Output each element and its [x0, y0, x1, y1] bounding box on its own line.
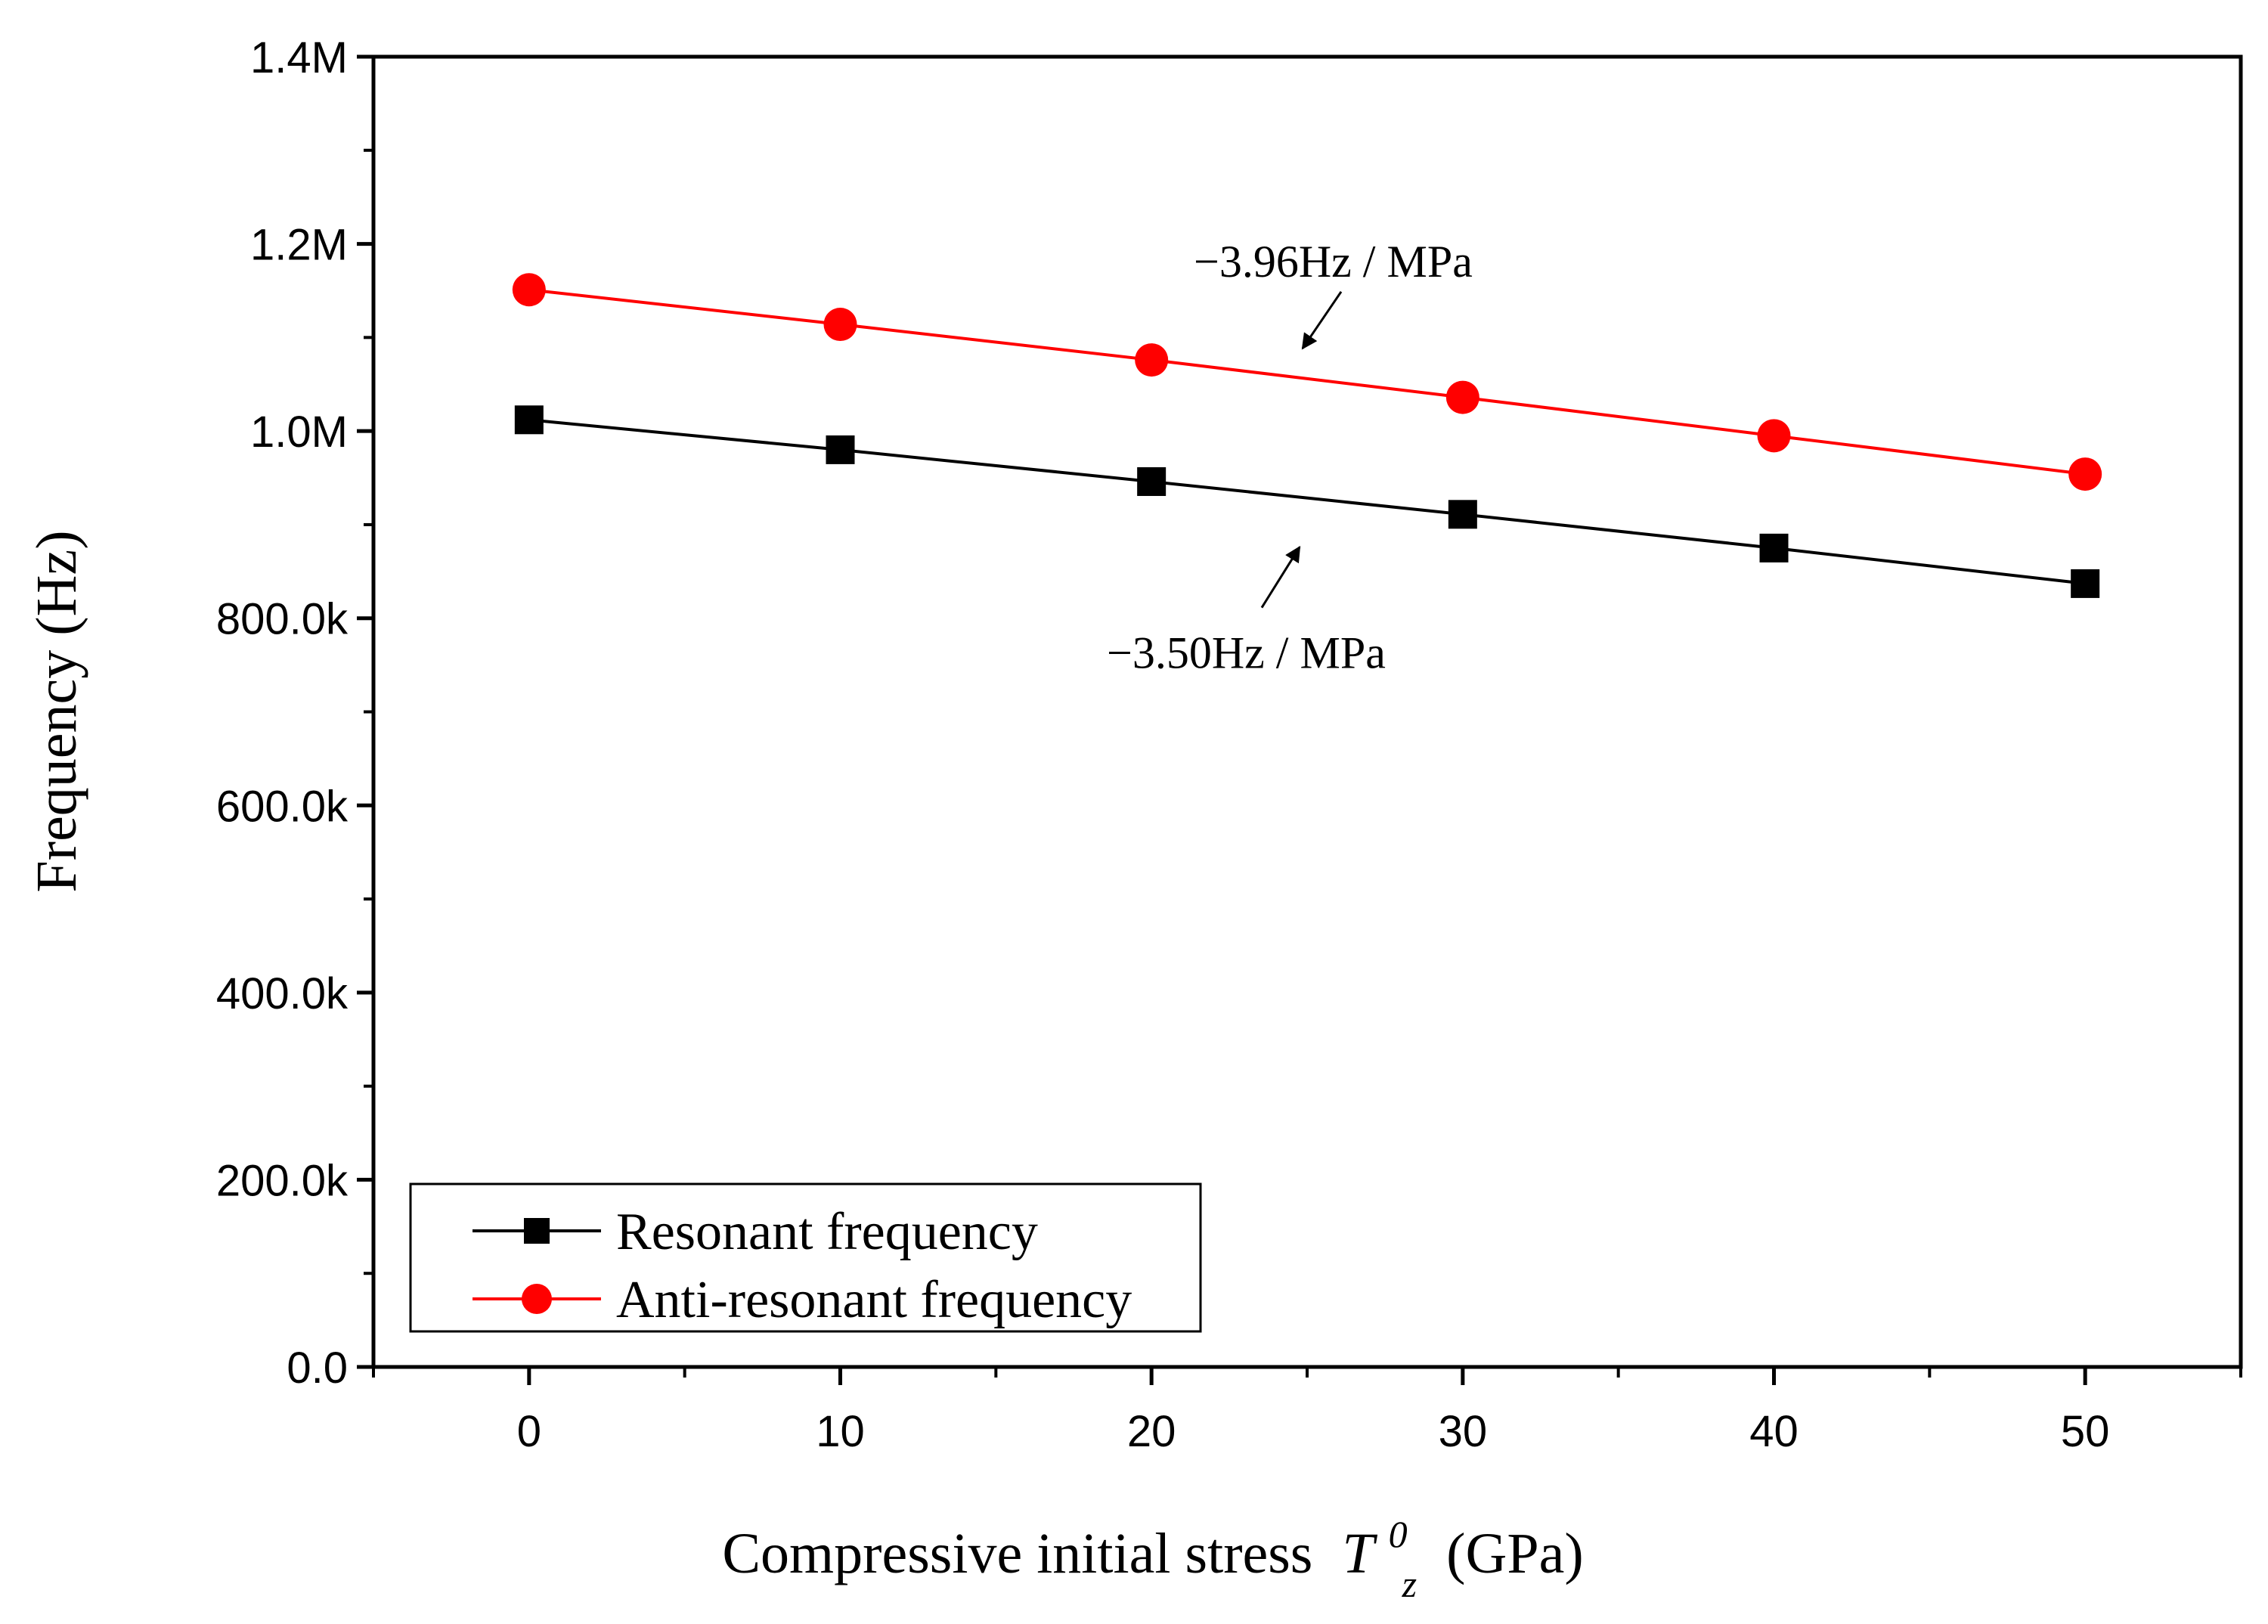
y-tick-label: 400.0k	[216, 969, 349, 1018]
annotation-layer: −3.96Hz / MPa −3.50Hz / MPa	[1107, 237, 1473, 678]
x-axis-title-main: Compressive initial stress	[722, 1522, 1312, 1585]
data-point-resonant	[1759, 533, 1789, 563]
legend-label-anti-resonant: Anti-resonant frequency	[616, 1271, 1132, 1329]
data-point-resonant	[2071, 569, 2100, 598]
x-tick-label: 10	[816, 1407, 865, 1456]
annotation-arrow-anti-resonant	[1301, 290, 1343, 350]
data-point-resonant	[1448, 500, 1477, 529]
x-tick-label: 30	[1439, 1407, 1488, 1456]
series-line-1	[528, 288, 2086, 476]
y-tick-label: 200.0k	[216, 1156, 349, 1205]
x-axis-title-unit: (GPa)	[1446, 1522, 1584, 1585]
x-tick-label: 0	[517, 1407, 541, 1456]
data-point-anti-resonant	[1135, 343, 1169, 377]
y-tick-label: 0.0	[287, 1344, 348, 1393]
data-point-anti-resonant	[1445, 380, 1479, 414]
y-tick-label: 600.0k	[216, 782, 349, 831]
data-point-anti-resonant	[2068, 457, 2102, 491]
x-axis-title-superscript: 0	[1389, 1513, 1408, 1555]
legend-marker-resonant	[524, 1218, 550, 1244]
axes-layer: 0.0 200.0k 400.0k 600.0k 800.0k 1.0M 1.2M 1.4M 0…	[216, 33, 2242, 1456]
y-tick-label: 800.0k	[216, 595, 349, 644]
y-tick-label: 1.0M	[250, 408, 348, 457]
y-axis-title: Frequency (Hz)	[25, 530, 88, 892]
data-point-resonant	[1137, 466, 1167, 496]
y-tick-label: 1.2M	[250, 221, 348, 270]
x-axis-title: Compressive initial stress T 0 z (GPa)	[722, 1496, 1583, 1610]
y-tick-label: 1.4M	[250, 33, 348, 82]
data-point-resonant	[826, 435, 855, 464]
series-layer	[512, 273, 2102, 598]
annotation-arrow-resonant	[1260, 545, 1301, 609]
x-axis-title-symbol: T	[1342, 1522, 1377, 1585]
annotation-label-resonant: −3.50Hz / MPa	[1107, 628, 1386, 678]
legend: Resonant frequency Anti-resonant frequen…	[409, 1182, 1202, 1333]
x-axis-title-subscript: z	[1402, 1563, 1417, 1605]
x-tick-label: 20	[1127, 1407, 1176, 1456]
legend-marker-anti-resonant	[522, 1284, 552, 1314]
data-point-anti-resonant	[823, 308, 857, 342]
x-tick-label: 50	[2061, 1407, 2110, 1456]
annotation-label-anti-resonant: −3.96Hz / MPa	[1194, 237, 1473, 287]
data-point-anti-resonant	[1757, 419, 1791, 453]
series-line-0	[528, 418, 2086, 585]
x-tick-label: 40	[1749, 1407, 1799, 1456]
data-point-resonant	[514, 405, 544, 435]
legend-label-resonant: Resonant frequency	[616, 1203, 1038, 1261]
data-point-anti-resonant	[512, 273, 546, 307]
